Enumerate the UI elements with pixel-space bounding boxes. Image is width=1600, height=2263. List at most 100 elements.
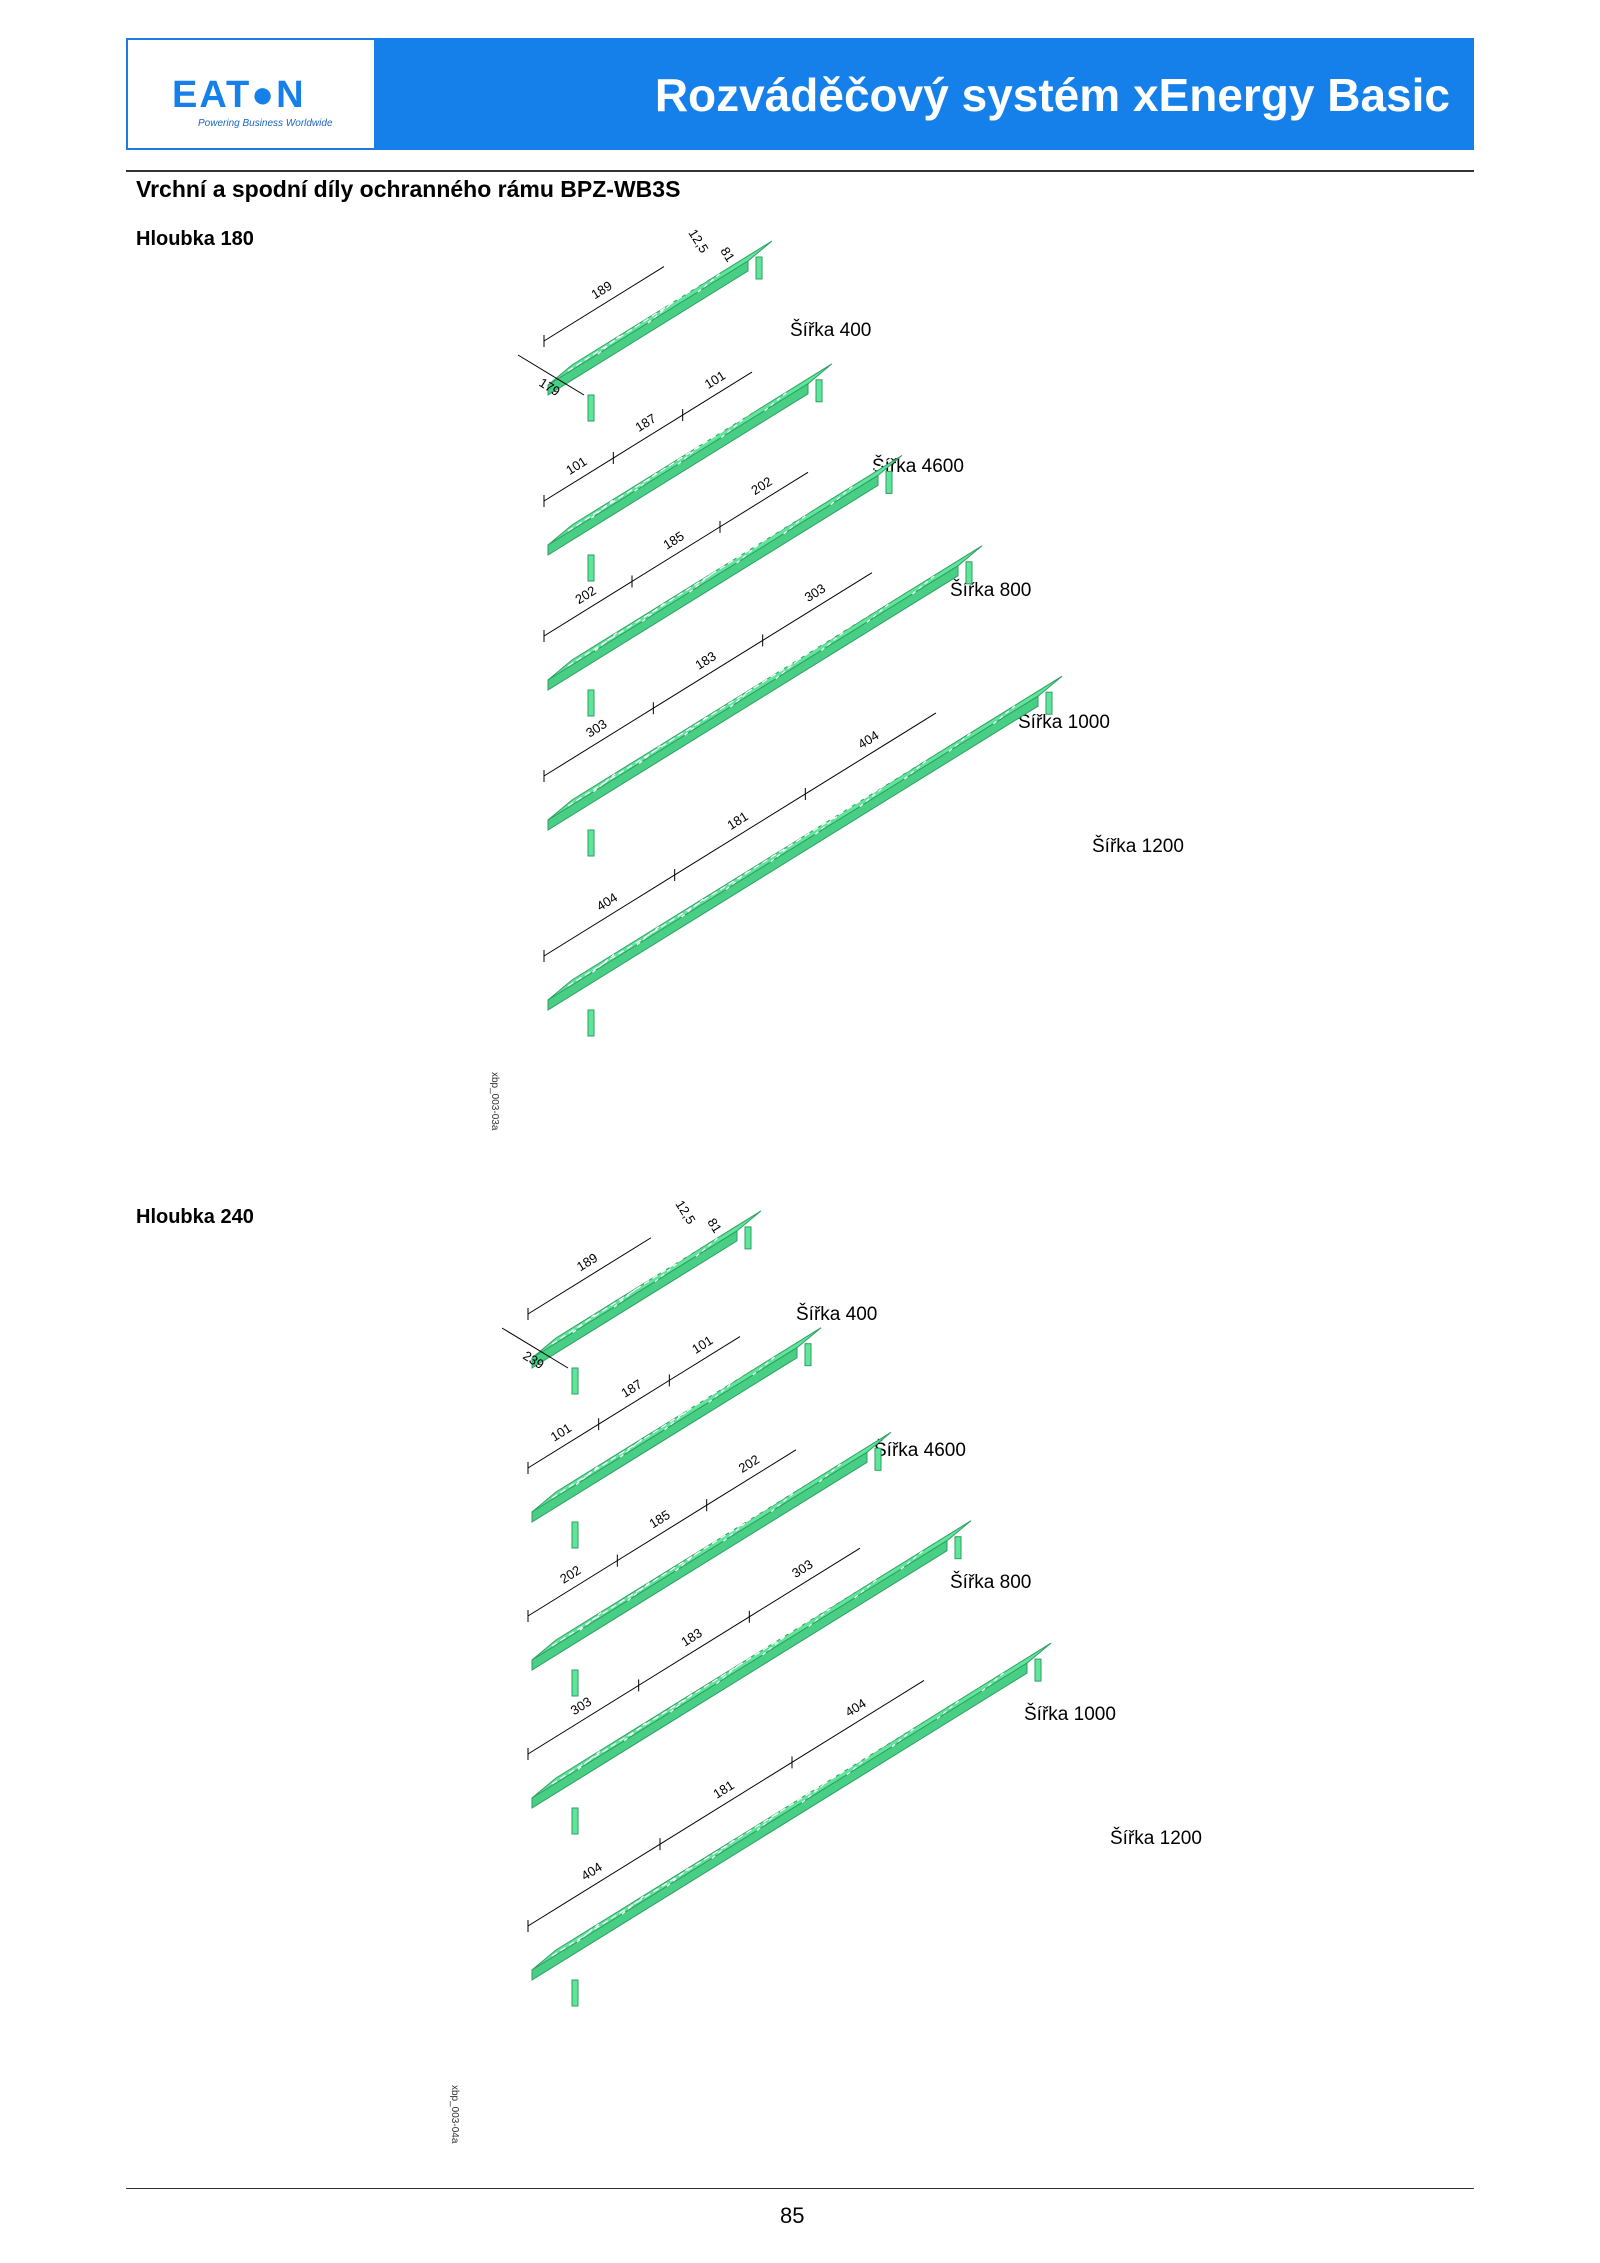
dimension-line bbox=[638, 1616, 750, 1686]
mounting-tab bbox=[587, 689, 595, 717]
dimension-line bbox=[791, 1680, 925, 1763]
width-label-g1-400: Šířka 400 bbox=[790, 320, 872, 341]
dimension-line bbox=[674, 793, 806, 876]
mounting-tab bbox=[571, 1367, 579, 1395]
dimension-label: 303 bbox=[568, 1694, 594, 1718]
panel-grid-line bbox=[846, 1754, 872, 1776]
dimension-label: 202 bbox=[736, 1452, 762, 1476]
panel-grid-line bbox=[697, 271, 723, 293]
width-label-g1-1000: Šířka 1000 bbox=[1018, 712, 1110, 733]
dimension-label: 183 bbox=[678, 1625, 704, 1649]
panel-grid-line bbox=[551, 1216, 748, 1345]
dimension-label: 303 bbox=[583, 716, 609, 740]
panel-grid-line bbox=[681, 896, 707, 918]
mounting-tab bbox=[874, 1447, 882, 1471]
dimension-line bbox=[719, 471, 809, 528]
dimension-label: 187 bbox=[618, 1376, 644, 1400]
panel-grid-line bbox=[576, 1921, 602, 1943]
dimension-line bbox=[682, 371, 753, 416]
mounting-tab bbox=[965, 561, 973, 585]
frame-part-lip bbox=[531, 1539, 948, 1809]
dimension-line bbox=[527, 1684, 639, 1755]
panel-grid-line bbox=[762, 1634, 787, 1656]
mounting-tab bbox=[571, 1807, 579, 1835]
panel-grid-line bbox=[756, 1810, 782, 1831]
panel-grid-line bbox=[572, 1312, 598, 1334]
panel-grid-line bbox=[936, 1698, 962, 1720]
dimension-line bbox=[527, 1560, 618, 1617]
panel-grid-line bbox=[638, 743, 664, 764]
width-label-g2-800: Šířka 800 bbox=[950, 1572, 1032, 1593]
panel-grid-line bbox=[594, 630, 620, 652]
panel-grid-line bbox=[592, 951, 617, 973]
dimension-line bbox=[749, 1547, 861, 1618]
mounting-tab bbox=[804, 1343, 812, 1367]
width-label-g2-1000: Šířka 1000 bbox=[1024, 1704, 1116, 1725]
dimension-label: 303 bbox=[802, 581, 828, 605]
panel-grid-line bbox=[723, 1520, 748, 1542]
panel-grid-line bbox=[859, 786, 885, 808]
dimension-line bbox=[805, 712, 937, 795]
mounting-tab bbox=[755, 256, 763, 280]
dimension-label: 189 bbox=[588, 278, 614, 302]
mounting-tab bbox=[954, 1536, 962, 1560]
dimension-line bbox=[543, 874, 675, 957]
frame-part-plate bbox=[531, 1520, 972, 1799]
panel-grid-line bbox=[708, 1382, 734, 1403]
dimension-label: 404 bbox=[578, 1859, 604, 1883]
frame-part-lip bbox=[547, 260, 749, 396]
mounting-tab bbox=[587, 394, 595, 422]
frame-part-plate bbox=[547, 240, 773, 386]
dimension-line bbox=[613, 414, 683, 459]
mounting-tab bbox=[571, 1521, 579, 1549]
dimension-line bbox=[543, 457, 614, 502]
mounting-tab bbox=[587, 554, 595, 582]
logo-box: EAT●N Powering Business Worldwide bbox=[126, 38, 374, 150]
panel-grid-line bbox=[775, 658, 801, 680]
dimension-line bbox=[501, 1327, 569, 1369]
width-label-g1-1200: Šířka 1200 bbox=[1092, 836, 1184, 857]
panel-grid-line bbox=[551, 1437, 878, 1647]
panel-grid-line bbox=[666, 1865, 692, 1887]
page-number: 85 bbox=[780, 2203, 805, 2228]
dimension-label: 202 bbox=[748, 474, 774, 498]
panel-grid-line bbox=[993, 703, 1018, 725]
frame-part-plate bbox=[531, 1210, 762, 1359]
panel-grid-line bbox=[808, 1606, 834, 1627]
panel-grid-line bbox=[579, 1609, 605, 1631]
panel-grid-line bbox=[664, 1409, 689, 1431]
panel-grid-line bbox=[636, 924, 662, 946]
dimension-label: 404 bbox=[594, 890, 620, 914]
frame-part-plate bbox=[531, 1327, 822, 1513]
dimension-line bbox=[653, 640, 763, 709]
mounting-tab bbox=[1045, 691, 1053, 715]
frame-part-lip bbox=[531, 1451, 868, 1671]
dimension-line bbox=[617, 1504, 707, 1562]
dimension-line bbox=[762, 572, 873, 641]
panel-grid-line bbox=[948, 730, 974, 752]
dimension-line bbox=[527, 1423, 599, 1469]
panel-grid-line bbox=[695, 1235, 721, 1257]
dimension-label: 185 bbox=[660, 528, 686, 552]
eaton-logo: EAT●N bbox=[172, 74, 306, 116]
dimension-label: 101 bbox=[548, 1420, 574, 1444]
panel-grid-line bbox=[912, 573, 937, 595]
width-label-g2-4600: Šířka 4600 bbox=[874, 1440, 966, 1461]
page-title: Rozváděčový systém xEnergy Basic bbox=[654, 69, 1450, 121]
panel-grid-line bbox=[577, 1748, 603, 1770]
panel-grid-line bbox=[716, 1663, 741, 1685]
panel-grid-line bbox=[593, 771, 618, 793]
dimension-label: 187 bbox=[632, 411, 658, 435]
dimension-line bbox=[598, 1379, 670, 1425]
dimension-label: 183 bbox=[692, 648, 718, 672]
frame-part-plate bbox=[547, 363, 833, 546]
header-bar: Rozváděčový systém xEnergy Basic bbox=[374, 38, 1474, 150]
panel-grid-line bbox=[654, 1261, 680, 1283]
dimension-line bbox=[543, 707, 654, 777]
panel-grid-line bbox=[818, 1461, 844, 1483]
panel-grid-line bbox=[567, 551, 969, 807]
panel-grid-line bbox=[900, 1548, 926, 1570]
panel-grid-line bbox=[551, 1648, 1038, 1957]
panel-grid-line bbox=[736, 542, 761, 564]
